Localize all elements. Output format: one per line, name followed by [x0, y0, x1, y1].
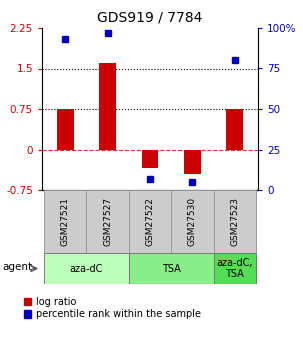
Bar [57, 109, 74, 149]
Bar [214, 190, 256, 253]
Text: aza-dC,
TSA: aza-dC, TSA [216, 258, 253, 279]
Bar [44, 190, 86, 253]
Bar [214, 253, 256, 284]
Bar [142, 149, 158, 168]
Text: TSA: TSA [162, 264, 181, 274]
Text: GSM27523: GSM27523 [230, 197, 239, 246]
Bar [44, 253, 129, 284]
Bar [129, 253, 214, 284]
Bar [226, 109, 243, 149]
Bar [99, 63, 116, 149]
Bar [86, 190, 129, 253]
Bar [171, 190, 214, 253]
Text: GSM27521: GSM27521 [61, 197, 70, 246]
Bar [184, 149, 201, 174]
Text: agent: agent [2, 262, 32, 272]
Text: GSM27527: GSM27527 [103, 197, 112, 246]
Text: GSM27522: GSM27522 [145, 197, 155, 246]
Text: GSM27530: GSM27530 [188, 197, 197, 246]
Title: GDS919 / 7784: GDS919 / 7784 [97, 10, 203, 24]
Text: aza-dC: aza-dC [70, 264, 103, 274]
Legend: log ratio, percentile rank within the sample: log ratio, percentile rank within the sa… [20, 293, 205, 323]
Bar [129, 190, 171, 253]
